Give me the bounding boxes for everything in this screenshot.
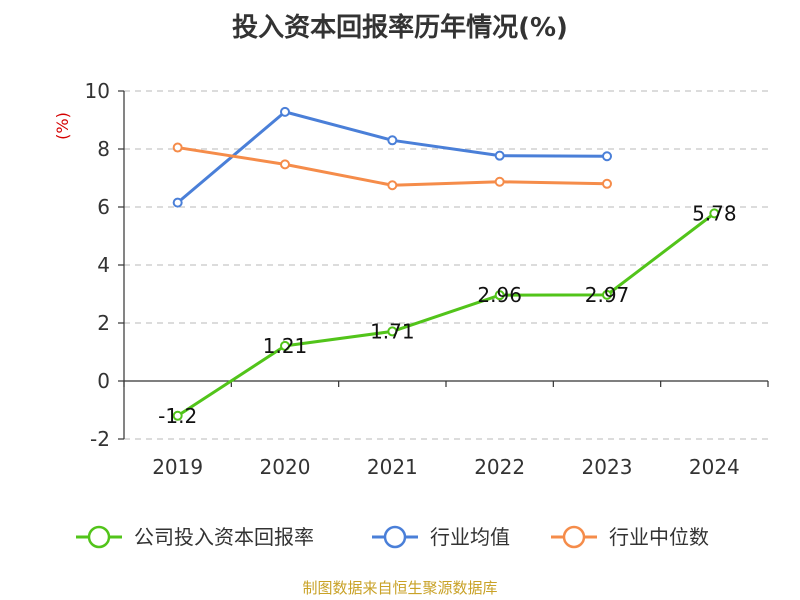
data-point	[172, 197, 183, 208]
data-point	[494, 176, 505, 187]
legend-label: 行业均值	[430, 525, 510, 549]
legend-label: 行业中位数	[609, 525, 709, 549]
data-label: 2.97	[585, 283, 630, 307]
y-tick-label: 0	[97, 369, 110, 393]
data-label: 1.71	[370, 319, 415, 343]
y-tick-label: -2	[90, 427, 110, 451]
x-tick-label: 2020	[260, 455, 311, 479]
legend-item-0[interactable]: 公司投入资本回报率	[76, 525, 314, 549]
series-layer	[172, 106, 720, 421]
data-point	[602, 178, 612, 189]
x-tick-label: 2023	[582, 455, 633, 479]
legend-label: 公司投入资本回报率	[134, 525, 314, 549]
data-label: -1.2	[158, 404, 197, 428]
data-point	[494, 150, 505, 161]
y-tick-label: 2	[97, 311, 110, 335]
chart-title: 投入资本回报率历年情况(%)	[232, 12, 568, 43]
series-line	[177, 146, 608, 187]
data-point	[602, 151, 612, 162]
y-tick-label: 4	[97, 253, 110, 277]
series-0	[172, 208, 720, 421]
legend-item-1[interactable]: 行业均值	[372, 525, 510, 549]
series-2	[172, 142, 612, 191]
data-point	[494, 290, 505, 301]
data-label: 1.21	[263, 334, 308, 358]
data-point	[280, 106, 290, 117]
series-1	[172, 106, 612, 208]
axes: -2 0 2 4 6 8 10 2019 2020 2021 2022 2023 2024	[85, 79, 769, 479]
data-point	[172, 142, 183, 153]
source-note: 制图数据来自恒生聚源数据库	[302, 579, 497, 597]
y-tick-label: 8	[97, 137, 110, 161]
x-tick-label: 2019	[152, 455, 203, 479]
data-point	[280, 159, 290, 170]
data-point	[709, 208, 720, 219]
data-point	[172, 410, 183, 421]
data-point	[280, 340, 290, 351]
x-tick-label: 2024	[689, 455, 740, 479]
y-tick-label: 10	[85, 79, 110, 103]
legend-swatch-marker	[383, 525, 407, 549]
legend-item-2[interactable]: 行业中位数	[551, 525, 709, 549]
series-line	[176, 212, 716, 418]
data-point	[387, 326, 398, 337]
y-axis-unit: (%)	[53, 112, 72, 140]
data-point	[602, 289, 612, 300]
x-tick-label: 2022	[474, 455, 525, 479]
data-labels: -1.2 1.21 1.71 2.96 2.97 5.78	[158, 201, 736, 427]
x-tick-label: 2021	[367, 455, 418, 479]
data-label: 5.78	[692, 201, 737, 225]
legend-swatch-marker	[562, 525, 586, 549]
data-point	[387, 135, 398, 146]
data-label: 2.96	[477, 283, 522, 307]
legend: 公司投入资本回报率 行业均值 行业中位数	[76, 525, 709, 549]
data-point	[387, 180, 398, 191]
y-tick-label: 6	[97, 195, 110, 219]
legend-swatch-marker	[87, 525, 111, 549]
